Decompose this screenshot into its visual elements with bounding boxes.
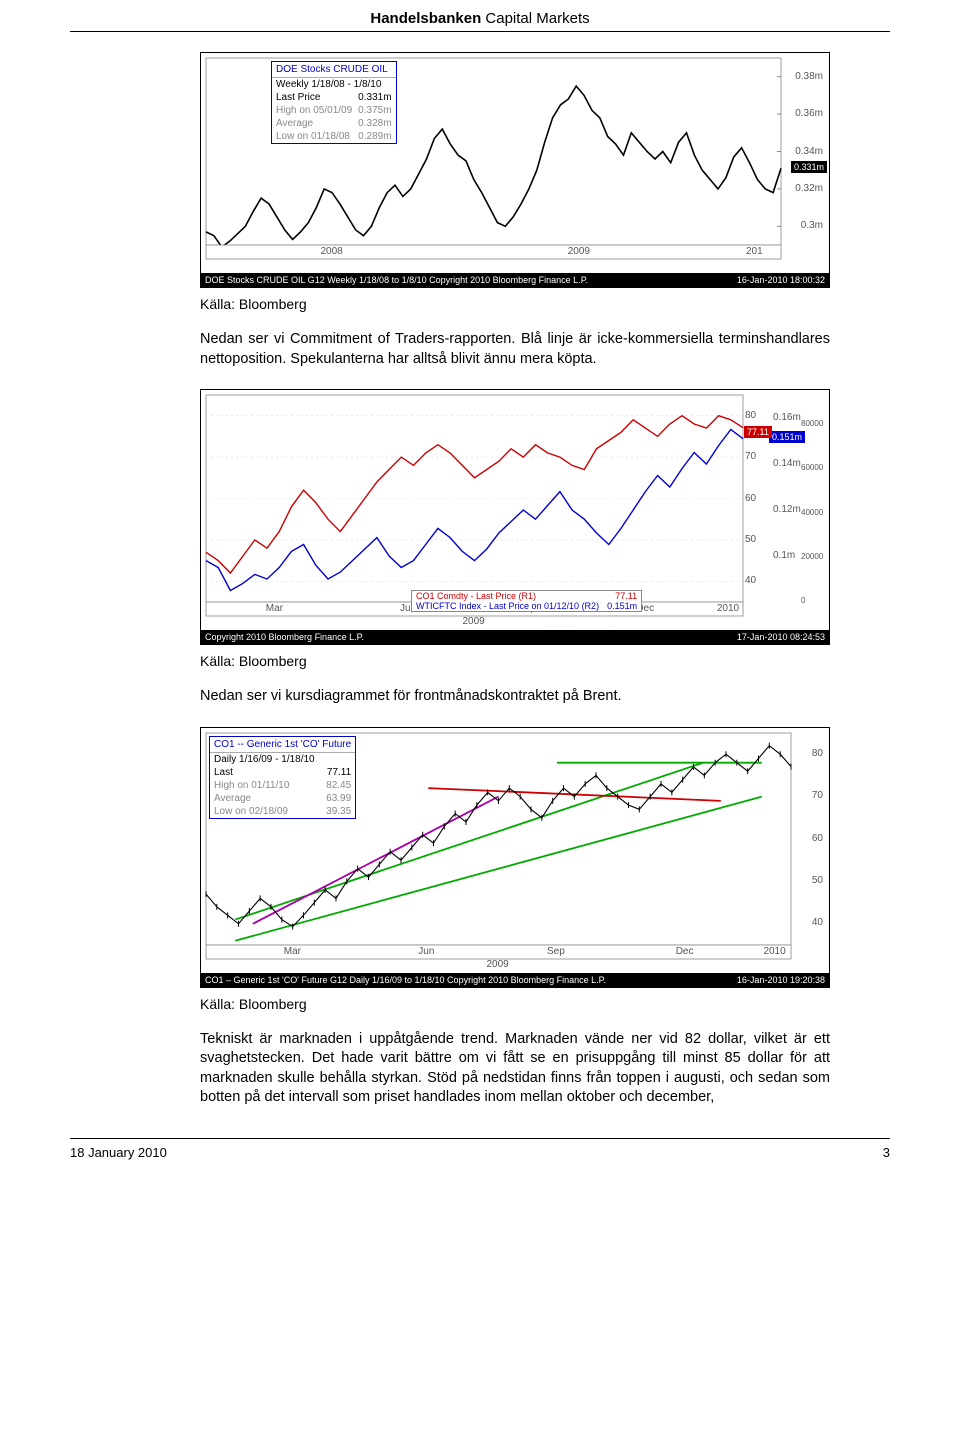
chart1-frame: DOE Stocks CRUDE OILWeekly 1/18/08 - 1/8… bbox=[200, 52, 830, 288]
chart1-badge: 0.331m bbox=[791, 161, 827, 173]
chart2-badge-blue: 0.151m bbox=[769, 431, 805, 443]
paragraph-2: Nedan ser vi kursdiagrammet för frontmån… bbox=[200, 687, 830, 707]
page-header: Handelsbanken Capital Markets bbox=[70, 0, 890, 32]
brand-rest: Capital Markets bbox=[481, 10, 589, 27]
chart2-frame: 0.151m 77.11 40506070800.1m0.12m0.14m0.1… bbox=[200, 389, 830, 645]
chart3-footer-left: CO1 – Generic 1st 'CO' Future G12 Daily … bbox=[205, 975, 606, 985]
chart1-source: Källa: Bloomberg bbox=[200, 296, 830, 312]
brand-bold: Handelsbanken bbox=[370, 10, 481, 27]
footer-date: 18 January 2010 bbox=[70, 1145, 167, 1160]
chart2-footer: Copyright 2010 Bloomberg Finance L.P. 17… bbox=[201, 630, 829, 644]
footer-page: 3 bbox=[883, 1145, 890, 1160]
chart3-footer-right: 16-Jan-2010 19:20:38 bbox=[737, 975, 825, 985]
paragraph-3: Tekniskt är marknaden i uppåtgående tren… bbox=[200, 1030, 830, 1108]
chart2-source: Källa: Bloomberg bbox=[200, 653, 830, 669]
chart2-badge-red: 77.11 bbox=[744, 426, 772, 438]
chart1-block: DOE Stocks CRUDE OILWeekly 1/18/08 - 1/8… bbox=[200, 52, 830, 288]
chart3-info-box: CO1 -- Generic 1st 'CO' FutureDaily 1/16… bbox=[209, 736, 356, 819]
chart1-info-box: DOE Stocks CRUDE OILWeekly 1/18/08 - 1/8… bbox=[271, 61, 397, 144]
chart3-block: CO1 -- Generic 1st 'CO' FutureDaily 1/16… bbox=[200, 727, 830, 988]
chart2-footer-left: Copyright 2010 Bloomberg Finance L.P. bbox=[205, 632, 364, 642]
chart2-footer-right: 17-Jan-2010 08:24:53 bbox=[737, 632, 825, 642]
page-footer: 18 January 2010 3 bbox=[70, 1138, 890, 1160]
chart3-source: Källa: Bloomberg bbox=[200, 996, 830, 1012]
chart2-legend: CO1 Comdty - Last Price (R1)77.11WTICFTC… bbox=[411, 590, 642, 612]
chart3-frame: CO1 -- Generic 1st 'CO' FutureDaily 1/16… bbox=[200, 727, 830, 988]
chart2-block: 0.151m 77.11 40506070800.1m0.12m0.14m0.1… bbox=[200, 389, 830, 645]
paragraph-1: Nedan ser vi Commitment of Traders-rappo… bbox=[200, 330, 830, 369]
chart1-footer-right: 16-Jan-2010 18:00:32 bbox=[737, 275, 825, 285]
chart1-footer-left: DOE Stocks CRUDE OIL G12 Weekly 1/18/08 … bbox=[205, 275, 588, 285]
chart3-footer: CO1 – Generic 1st 'CO' Future G12 Daily … bbox=[201, 973, 829, 987]
chart1-footer: DOE Stocks CRUDE OIL G12 Weekly 1/18/08 … bbox=[201, 273, 829, 287]
